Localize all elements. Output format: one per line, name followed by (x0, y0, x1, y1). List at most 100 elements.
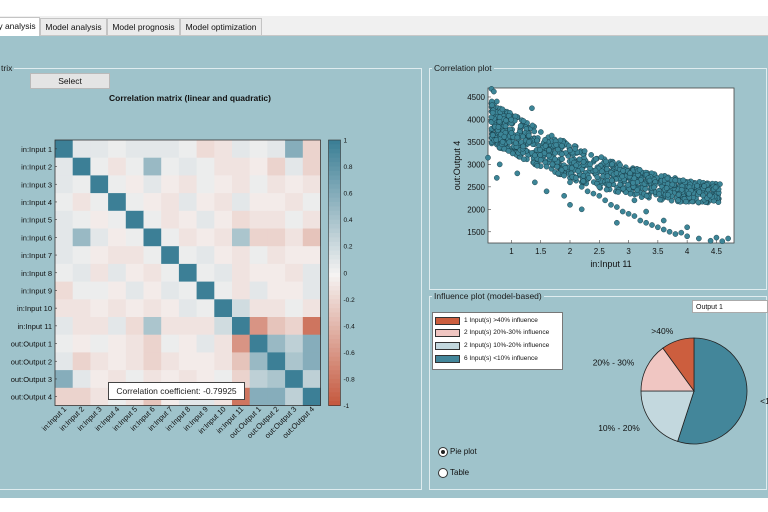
heatmap-cell[interactable] (214, 228, 233, 247)
heatmap-cell[interactable] (196, 299, 215, 318)
heatmap-cell[interactable] (72, 193, 91, 212)
heatmap-cell[interactable] (214, 334, 233, 353)
heatmap-cell[interactable] (161, 193, 180, 212)
heatmap-cell[interactable] (302, 317, 321, 336)
heatmap-cell[interactable] (302, 281, 321, 300)
heatmap-cell[interactable] (249, 387, 268, 406)
heatmap-cell[interactable] (108, 299, 127, 318)
heatmap-cell[interactable] (285, 387, 304, 406)
heatmap-cell[interactable] (125, 281, 144, 300)
heatmap-cell[interactable] (178, 193, 197, 212)
tab-model-analysis[interactable]: Model analysis (40, 18, 107, 35)
heatmap-cell[interactable] (143, 228, 162, 247)
heatmap-cell[interactable] (72, 334, 91, 353)
heatmap-cell[interactable] (285, 175, 304, 194)
heatmap-cell[interactable] (108, 281, 127, 300)
heatmap-cell[interactable] (178, 210, 197, 229)
heatmap-cell[interactable] (267, 193, 286, 212)
heatmap-cell[interactable] (302, 210, 321, 229)
heatmap-cell[interactable] (108, 352, 127, 371)
heatmap-cell[interactable] (196, 246, 215, 265)
heatmap-cell[interactable] (143, 299, 162, 318)
heatmap-cell[interactable] (232, 228, 251, 247)
heatmap-cell[interactable] (214, 299, 233, 318)
heatmap-cell[interactable] (55, 370, 74, 389)
heatmap-cell[interactable] (143, 263, 162, 282)
heatmap-cell[interactable] (285, 334, 304, 353)
table-radio[interactable]: Table (438, 467, 528, 479)
heatmap-cell[interactable] (214, 175, 233, 194)
heatmap-cell[interactable] (72, 299, 91, 318)
heatmap-cell[interactable] (72, 140, 91, 159)
heatmap-cell[interactable] (267, 246, 286, 265)
heatmap-cell[interactable] (55, 299, 74, 318)
output-dropdown[interactable]: Output 1 (692, 300, 768, 313)
heatmap-cell[interactable] (196, 210, 215, 229)
heatmap-cell[interactable] (232, 352, 251, 371)
heatmap-cell[interactable] (214, 352, 233, 371)
heatmap-cell[interactable] (125, 228, 144, 247)
heatmap-cell[interactable] (72, 157, 91, 176)
heatmap-cell[interactable] (55, 387, 74, 406)
heatmap-cell[interactable] (90, 140, 109, 159)
heatmap-cell[interactable] (161, 140, 180, 159)
heatmap-cell[interactable] (90, 317, 109, 336)
heatmap-cell[interactable] (196, 140, 215, 159)
heatmap-cell[interactable] (285, 281, 304, 300)
heatmap-cell[interactable] (108, 140, 127, 159)
heatmap-cell[interactable] (249, 228, 268, 247)
heatmap-cell[interactable] (249, 140, 268, 159)
heatmap-cell[interactable] (267, 175, 286, 194)
heatmap-cell[interactable] (214, 263, 233, 282)
heatmap-cell[interactable] (214, 210, 233, 229)
heatmap-cell[interactable] (285, 210, 304, 229)
select-button[interactable]: Select (30, 73, 110, 89)
heatmap-cell[interactable] (90, 352, 109, 371)
heatmap-cell[interactable] (285, 193, 304, 212)
heatmap-cell[interactable] (232, 299, 251, 318)
heatmap-cell[interactable] (196, 193, 215, 212)
heatmap-cell[interactable] (90, 334, 109, 353)
heatmap-cell[interactable] (55, 263, 74, 282)
heatmap-cell[interactable] (72, 210, 91, 229)
heatmap-cell[interactable] (214, 281, 233, 300)
heatmap-cell[interactable] (196, 263, 215, 282)
pie-plot-radio[interactable]: Pie plot (438, 446, 528, 458)
heatmap-cell[interactable] (196, 334, 215, 353)
heatmap-cell[interactable] (108, 263, 127, 282)
heatmap-cell[interactable] (143, 175, 162, 194)
heatmap-cell[interactable] (302, 228, 321, 247)
heatmap-cell[interactable] (90, 193, 109, 212)
tab-sensitivity-analysis[interactable]: y analysis (0, 17, 40, 36)
heatmap-cell[interactable] (285, 299, 304, 318)
heatmap-cell[interactable] (90, 299, 109, 318)
heatmap-cell[interactable] (249, 299, 268, 318)
heatmap-cell[interactable] (125, 157, 144, 176)
heatmap-cell[interactable] (161, 352, 180, 371)
heatmap-cell[interactable] (232, 157, 251, 176)
heatmap-cell[interactable] (143, 317, 162, 336)
heatmap-cell[interactable] (72, 387, 91, 406)
heatmap-cell[interactable] (90, 210, 109, 229)
heatmap-cell[interactable] (90, 387, 109, 406)
heatmap-cell[interactable] (267, 334, 286, 353)
heatmap-cell[interactable] (249, 317, 268, 336)
heatmap-cell[interactable] (55, 317, 74, 336)
heatmap-cell[interactable] (267, 281, 286, 300)
heatmap-cell[interactable] (249, 334, 268, 353)
tab-model-optimization[interactable]: Model optimization (180, 18, 262, 35)
heatmap-cell[interactable] (214, 317, 233, 336)
heatmap-cell[interactable] (72, 317, 91, 336)
heatmap-cell[interactable] (161, 157, 180, 176)
heatmap-cell[interactable] (161, 228, 180, 247)
heatmap-cell[interactable] (285, 263, 304, 282)
scatter-chart[interactable]: 1 1.5 2 2.5 3 3.5 4 4.5 1500 2000 2500 3000 3500 4000… (430, 76, 766, 290)
heatmap-cell[interactable] (249, 175, 268, 194)
heatmap-cell[interactable] (108, 246, 127, 265)
heatmap-cell[interactable] (108, 334, 127, 353)
heatmap-cell[interactable] (232, 210, 251, 229)
heatmap-cell[interactable] (143, 334, 162, 353)
heatmap-cell[interactable] (302, 299, 321, 318)
heatmap-cell[interactable] (267, 370, 286, 389)
heatmap-cell[interactable] (90, 246, 109, 265)
